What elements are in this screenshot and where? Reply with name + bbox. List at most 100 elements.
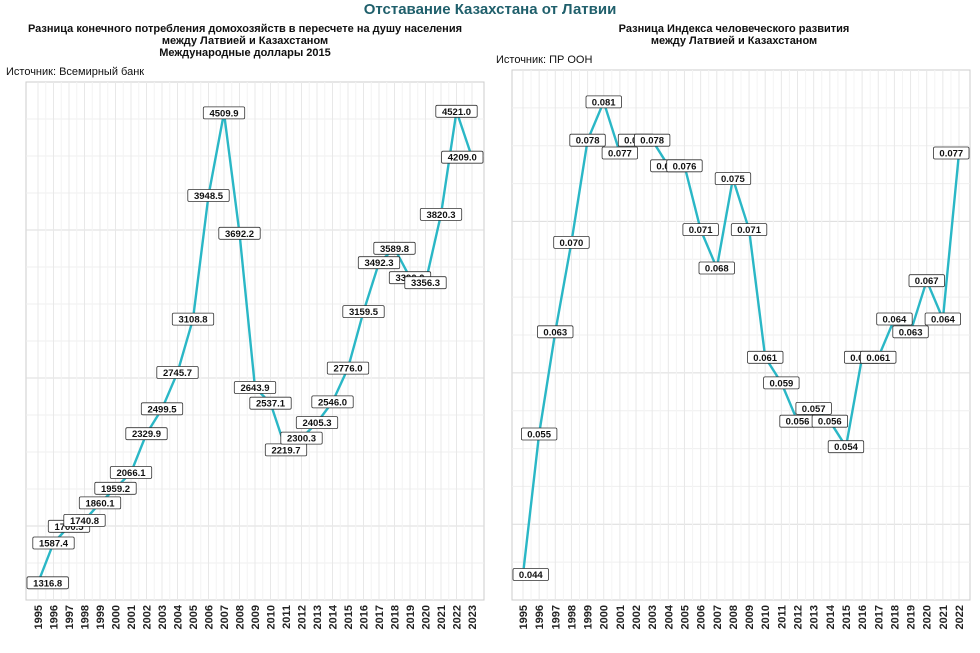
- x-tick-label: 2017: [374, 605, 386, 629]
- svg-text:2499.5: 2499.5: [147, 404, 177, 415]
- chart-1-x-axis: 1995 1996 1997 1998 1999 2000 2001 2002 2003 2004…: [33, 604, 479, 629]
- x-tick-label: 2003: [157, 605, 169, 629]
- svg-text:2329.9: 2329.9: [132, 429, 161, 440]
- x-tick-label: 1997: [550, 605, 562, 629]
- x-tick-label: 2006: [204, 605, 216, 629]
- data-label: 3820.3: [419, 207, 463, 221]
- chart-2-title-line-2: между Латвией и Казахстаном: [650, 35, 818, 47]
- svg-text:0.061: 0.061: [866, 353, 890, 364]
- data-label: 0.063: [537, 325, 574, 338]
- data-label: 4209.0: [441, 150, 484, 164]
- data-label: 2643.9: [233, 381, 277, 394]
- data-label: 0.078: [569, 133, 606, 147]
- svg-text:0.063: 0.063: [543, 327, 567, 338]
- data-label: 2745.7: [156, 366, 199, 379]
- chart-1-title-line-3: Международные доллары 2015: [159, 47, 331, 59]
- data-label: 4521.0: [435, 104, 478, 118]
- svg-text:0.076: 0.076: [673, 161, 697, 172]
- svg-text:0.061: 0.061: [753, 353, 777, 364]
- x-tick-label: 2021: [938, 605, 950, 629]
- x-tick-label: 2021: [436, 605, 448, 629]
- svg-text:2405.3: 2405.3: [302, 418, 331, 429]
- x-tick-label: 2013: [809, 605, 821, 629]
- x-tick-label: 2016: [359, 605, 371, 629]
- data-label: 0.044: [512, 568, 549, 581]
- x-tick-label: 1999: [583, 605, 595, 629]
- x-tick-label: 1997: [64, 605, 76, 629]
- data-label: 2537.1: [249, 396, 292, 410]
- x-tick-label: 2010: [266, 605, 278, 629]
- data-label: 0.064: [924, 312, 961, 326]
- x-tick-label: 2004: [173, 604, 185, 629]
- svg-text:0.078: 0.078: [640, 136, 664, 147]
- x-tick-label: 1996: [534, 605, 546, 629]
- x-tick-label: 2002: [142, 605, 154, 629]
- data-label: 0.063: [892, 325, 929, 338]
- data-label: 0.081: [585, 95, 622, 108]
- x-tick-label: 2012: [793, 605, 805, 629]
- svg-text:2219.7: 2219.7: [271, 445, 300, 456]
- data-label: 3948.5: [187, 189, 230, 202]
- chart-1-source: Источник: Всемирный банк: [6, 66, 145, 78]
- x-tick-label: 1995: [518, 605, 530, 629]
- data-label: 1860.1: [78, 496, 122, 509]
- chart-2-x-axis: 1995 1996 1997 1998 1999 2000 2001 2002 2003 2004…: [518, 604, 966, 629]
- svg-text:3589.8: 3589.8: [380, 244, 409, 255]
- svg-text:1740.8: 1740.8: [70, 516, 99, 527]
- data-label: 0.071: [730, 223, 768, 236]
- svg-text:3692.2: 3692.2: [225, 229, 254, 240]
- x-tick-label: 2022: [954, 605, 966, 629]
- x-tick-label: 2000: [111, 605, 123, 629]
- x-tick-label: 2003: [647, 605, 659, 629]
- x-tick-label: 2010: [760, 605, 772, 629]
- x-tick-label: 2002: [631, 605, 643, 629]
- svg-text:1587.4: 1587.4: [39, 539, 69, 550]
- svg-text:0.081: 0.081: [592, 97, 616, 108]
- data-label: 1587.4: [32, 536, 75, 550]
- svg-text:3108.8: 3108.8: [178, 315, 207, 326]
- x-tick-label: 2022: [452, 605, 464, 629]
- x-tick-label: 1996: [49, 605, 61, 629]
- chart-1-title-line-1: Разница конечного потребления домохозяйс…: [27, 23, 463, 35]
- x-tick-label: 2012: [297, 605, 309, 629]
- svg-text:0.064: 0.064: [931, 315, 955, 326]
- svg-text:0.055: 0.055: [527, 430, 551, 441]
- svg-text:2745.7: 2745.7: [163, 368, 192, 379]
- svg-text:0.077: 0.077: [608, 149, 632, 160]
- x-tick-label: 2018: [390, 605, 402, 629]
- chart-2-source: Источник: ПР ООН: [496, 54, 593, 66]
- x-tick-label: 2023: [467, 605, 479, 629]
- svg-text:1700.5: 1700.5: [54, 522, 84, 533]
- svg-text:4521.0: 4521.0: [442, 107, 471, 118]
- x-tick-label: 1998: [80, 605, 92, 629]
- svg-text:4509.9: 4509.9: [209, 108, 238, 119]
- svg-text:2300.3: 2300.3: [287, 434, 316, 445]
- x-tick-label: 2018: [889, 605, 901, 629]
- data-label: 1316.8: [26, 576, 69, 589]
- data-label: 3492.3: [357, 256, 401, 269]
- chart-2-title: Разница Индекса человеческого развития м…: [494, 23, 974, 47]
- x-tick-label: 2007: [219, 605, 231, 629]
- data-label: 0.077: [601, 146, 638, 160]
- data-label: 4509.9: [202, 106, 246, 119]
- data-label: 0.075: [714, 172, 752, 185]
- data-label: 0.061: [860, 350, 897, 364]
- svg-text:0.071: 0.071: [689, 225, 713, 236]
- svg-text:0.070: 0.070: [560, 238, 584, 249]
- x-tick-label: 2006: [696, 605, 708, 629]
- data-label: 3692.2: [218, 226, 261, 240]
- data-label: 0.056: [779, 414, 816, 428]
- x-tick-label: 2005: [188, 605, 200, 629]
- data-label: 0.071: [682, 223, 719, 236]
- data-label: 0.061: [747, 350, 784, 364]
- x-tick-label: 2013: [312, 605, 324, 629]
- svg-text:3159.5: 3159.5: [349, 307, 379, 318]
- svg-text:0.078: 0.078: [576, 136, 600, 147]
- data-label: 3356.3: [404, 276, 447, 289]
- chart-1-title: Разница конечного потребления домохозяйс…: [0, 23, 490, 59]
- data-label: 0.064: [876, 312, 913, 326]
- data-label: 0.076: [666, 159, 703, 172]
